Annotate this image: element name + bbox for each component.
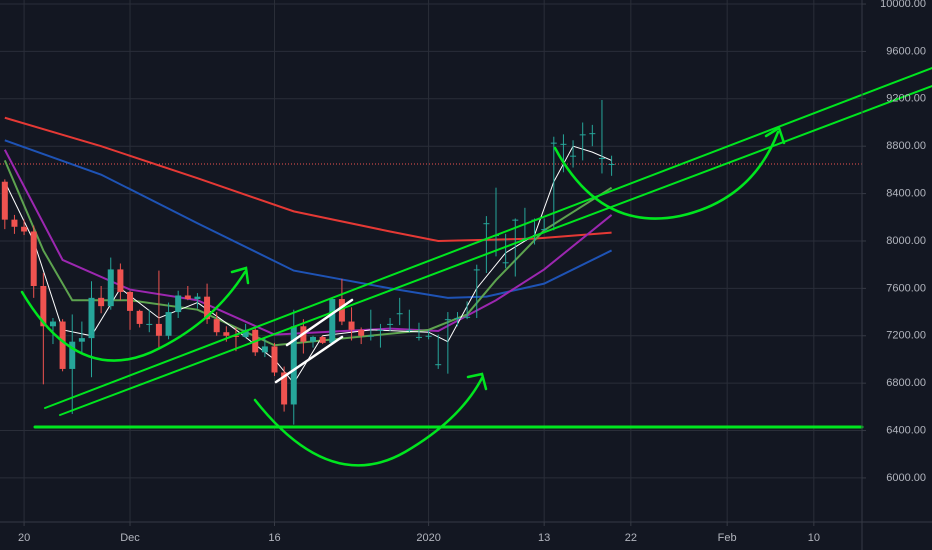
y-tick-label: 6000.00 [886, 472, 926, 484]
candle-body [40, 285, 47, 327]
moving-average [4, 116, 612, 242]
candle-body [550, 142, 557, 144]
y-tick-label: 9200.00 [886, 93, 926, 105]
candle-body [473, 269, 480, 271]
arrow-head [466, 372, 488, 391]
candle-body [454, 317, 461, 319]
candle-body [396, 313, 403, 315]
x-tick-label: Dec [120, 532, 140, 544]
x-tick-label: 13 [538, 532, 550, 544]
candle-body [175, 295, 182, 313]
y-tick-label: 7200.00 [886, 330, 926, 342]
candle-body [281, 372, 288, 405]
candle-body [194, 296, 201, 300]
candle-body [49, 321, 56, 327]
x-tick-label: 2020 [416, 532, 440, 544]
candle-body [232, 335, 239, 337]
y-tick-label: 6400.00 [886, 424, 926, 436]
candle-body [329, 299, 336, 343]
trend-line [44, 67, 932, 409]
arrow-head [230, 266, 250, 285]
candle-body [560, 143, 567, 145]
candle-body [425, 335, 432, 337]
candle-body [598, 158, 605, 160]
candle-body [444, 319, 451, 321]
y-tick-label: 8400.00 [886, 187, 926, 199]
candle-body [88, 297, 95, 339]
candle-body [11, 219, 18, 227]
candle-body [387, 323, 394, 325]
x-tick-label: 10 [808, 532, 820, 544]
candle-body [78, 338, 85, 342]
candle-body [59, 321, 66, 369]
drawings [20, 67, 932, 467]
candle-body [69, 341, 76, 369]
candle-body [570, 155, 577, 157]
candle-body [319, 336, 326, 343]
candle-body [107, 269, 114, 307]
candle-body [502, 262, 509, 264]
candle-body [21, 226, 28, 232]
candle-body [165, 312, 172, 336]
y-tick-label: 6800.00 [886, 377, 926, 389]
candle-body [30, 231, 37, 286]
y-tick-label: 7600.00 [886, 282, 926, 294]
moving-average [4, 139, 613, 299]
candle-body [483, 223, 490, 225]
candle-body [358, 329, 365, 336]
candle-body [155, 323, 162, 336]
candle-body [204, 296, 211, 320]
candle-body [589, 133, 596, 135]
candle-body [146, 323, 153, 325]
candle-body [464, 316, 471, 318]
candle-body [213, 319, 220, 333]
candle-body [310, 336, 317, 342]
candle-body [367, 335, 374, 337]
candle-body [223, 332, 230, 336]
y-tick-label: 8000.00 [886, 235, 926, 247]
candle-body [435, 364, 442, 366]
x-tick-label: 20 [18, 532, 30, 544]
channel-line [285, 298, 354, 347]
candle-body [377, 329, 384, 331]
candle-body [512, 219, 519, 221]
y-tick-label: 9600.00 [886, 45, 926, 57]
trend-line [59, 85, 932, 416]
x-tick-label: Feb [718, 532, 737, 544]
candle-body [406, 329, 413, 331]
candle-body [290, 326, 297, 405]
arrow-curve [20, 270, 247, 362]
arrow-curve [553, 130, 780, 220]
x-tick-label: 22 [625, 532, 637, 544]
candle-body [415, 336, 422, 338]
candle-body [136, 310, 143, 324]
candle-body [184, 295, 191, 300]
candle-body [1, 181, 8, 220]
arrow-curve [253, 376, 484, 467]
candle-body [117, 269, 124, 292]
candle-body [127, 291, 134, 311]
candle-body [98, 297, 105, 307]
y-tick-label: 8800.00 [886, 140, 926, 152]
candle-body [541, 229, 548, 231]
arrow-head [764, 126, 786, 145]
x-tick-label: 16 [268, 532, 280, 544]
candle-body [261, 346, 268, 353]
candle-body [338, 299, 345, 322]
channel-line [274, 335, 344, 384]
candle-body [348, 321, 355, 330]
candle-body [608, 163, 615, 165]
axis-labels: 6000.00 6400.00 6800.00 7200.00 7600.00 8000.… [18, 0, 926, 544]
y-tick-label: 10000.00 [880, 0, 926, 10]
candle-body [579, 134, 586, 136]
candle-body [242, 329, 249, 337]
candle-body [271, 346, 278, 373]
